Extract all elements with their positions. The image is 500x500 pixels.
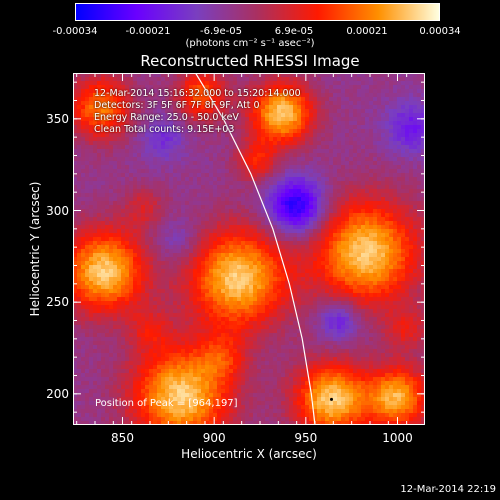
x-tick-label: 1000: [382, 431, 413, 445]
timestamp: 12-Mar-2014 22:19: [400, 484, 496, 495]
colorbar-tick-label: 0.00034: [419, 26, 461, 37]
x-axis-label: Heliocentric X (arcsec): [181, 447, 317, 461]
colorbar: [75, 3, 440, 21]
y-tick-label: 300: [46, 203, 69, 218]
peak-position-label: Position of Peak = [964,197]: [95, 398, 238, 409]
colorbar-tick-label: -0.00034: [52, 26, 98, 37]
y-tick-label: 200: [46, 386, 69, 401]
solar-limb-line: [194, 73, 316, 425]
axis-ticks: [73, 73, 425, 425]
colorbar-unit-label: (photons cm⁻² s⁻¹ asec⁻²): [185, 38, 315, 49]
heatmap-cells: [73, 73, 425, 425]
chart-title: Reconstructed RHESSI Image: [140, 52, 360, 70]
info-energy-range: Energy Range: 25.0 - 50.0 keV: [94, 112, 239, 123]
colorbar-tick-label: -0.00021: [125, 26, 171, 37]
info-time-range: 12-Mar-2014 15:16:32.000 to 15:20:14.000: [94, 88, 301, 99]
x-tick-label: 950: [294, 431, 318, 445]
x-tick-label: 900: [202, 431, 226, 445]
y-axis-label: Heliocentric Y (arcsec): [28, 181, 42, 317]
info-clean-counts: Clean Total counts: 9.15E+03: [94, 124, 235, 135]
colorbar-tick-label: -6.9e-05: [200, 26, 242, 37]
plot-frame: [73, 73, 425, 425]
info-detectors: Detectors: 3F 5F 6F 7F 8F 9F, Att 0: [94, 100, 260, 111]
y-tick-label: 250: [46, 295, 69, 310]
y-tick-label: 350: [46, 111, 69, 126]
colorbar-tick-label: 6.9e-05: [274, 26, 314, 37]
peak-marker: [330, 397, 333, 401]
x-tick-label: 850: [111, 431, 134, 445]
heatmap-plot: [73, 73, 425, 425]
colorbar-tick-label: 0.00021: [346, 26, 388, 37]
